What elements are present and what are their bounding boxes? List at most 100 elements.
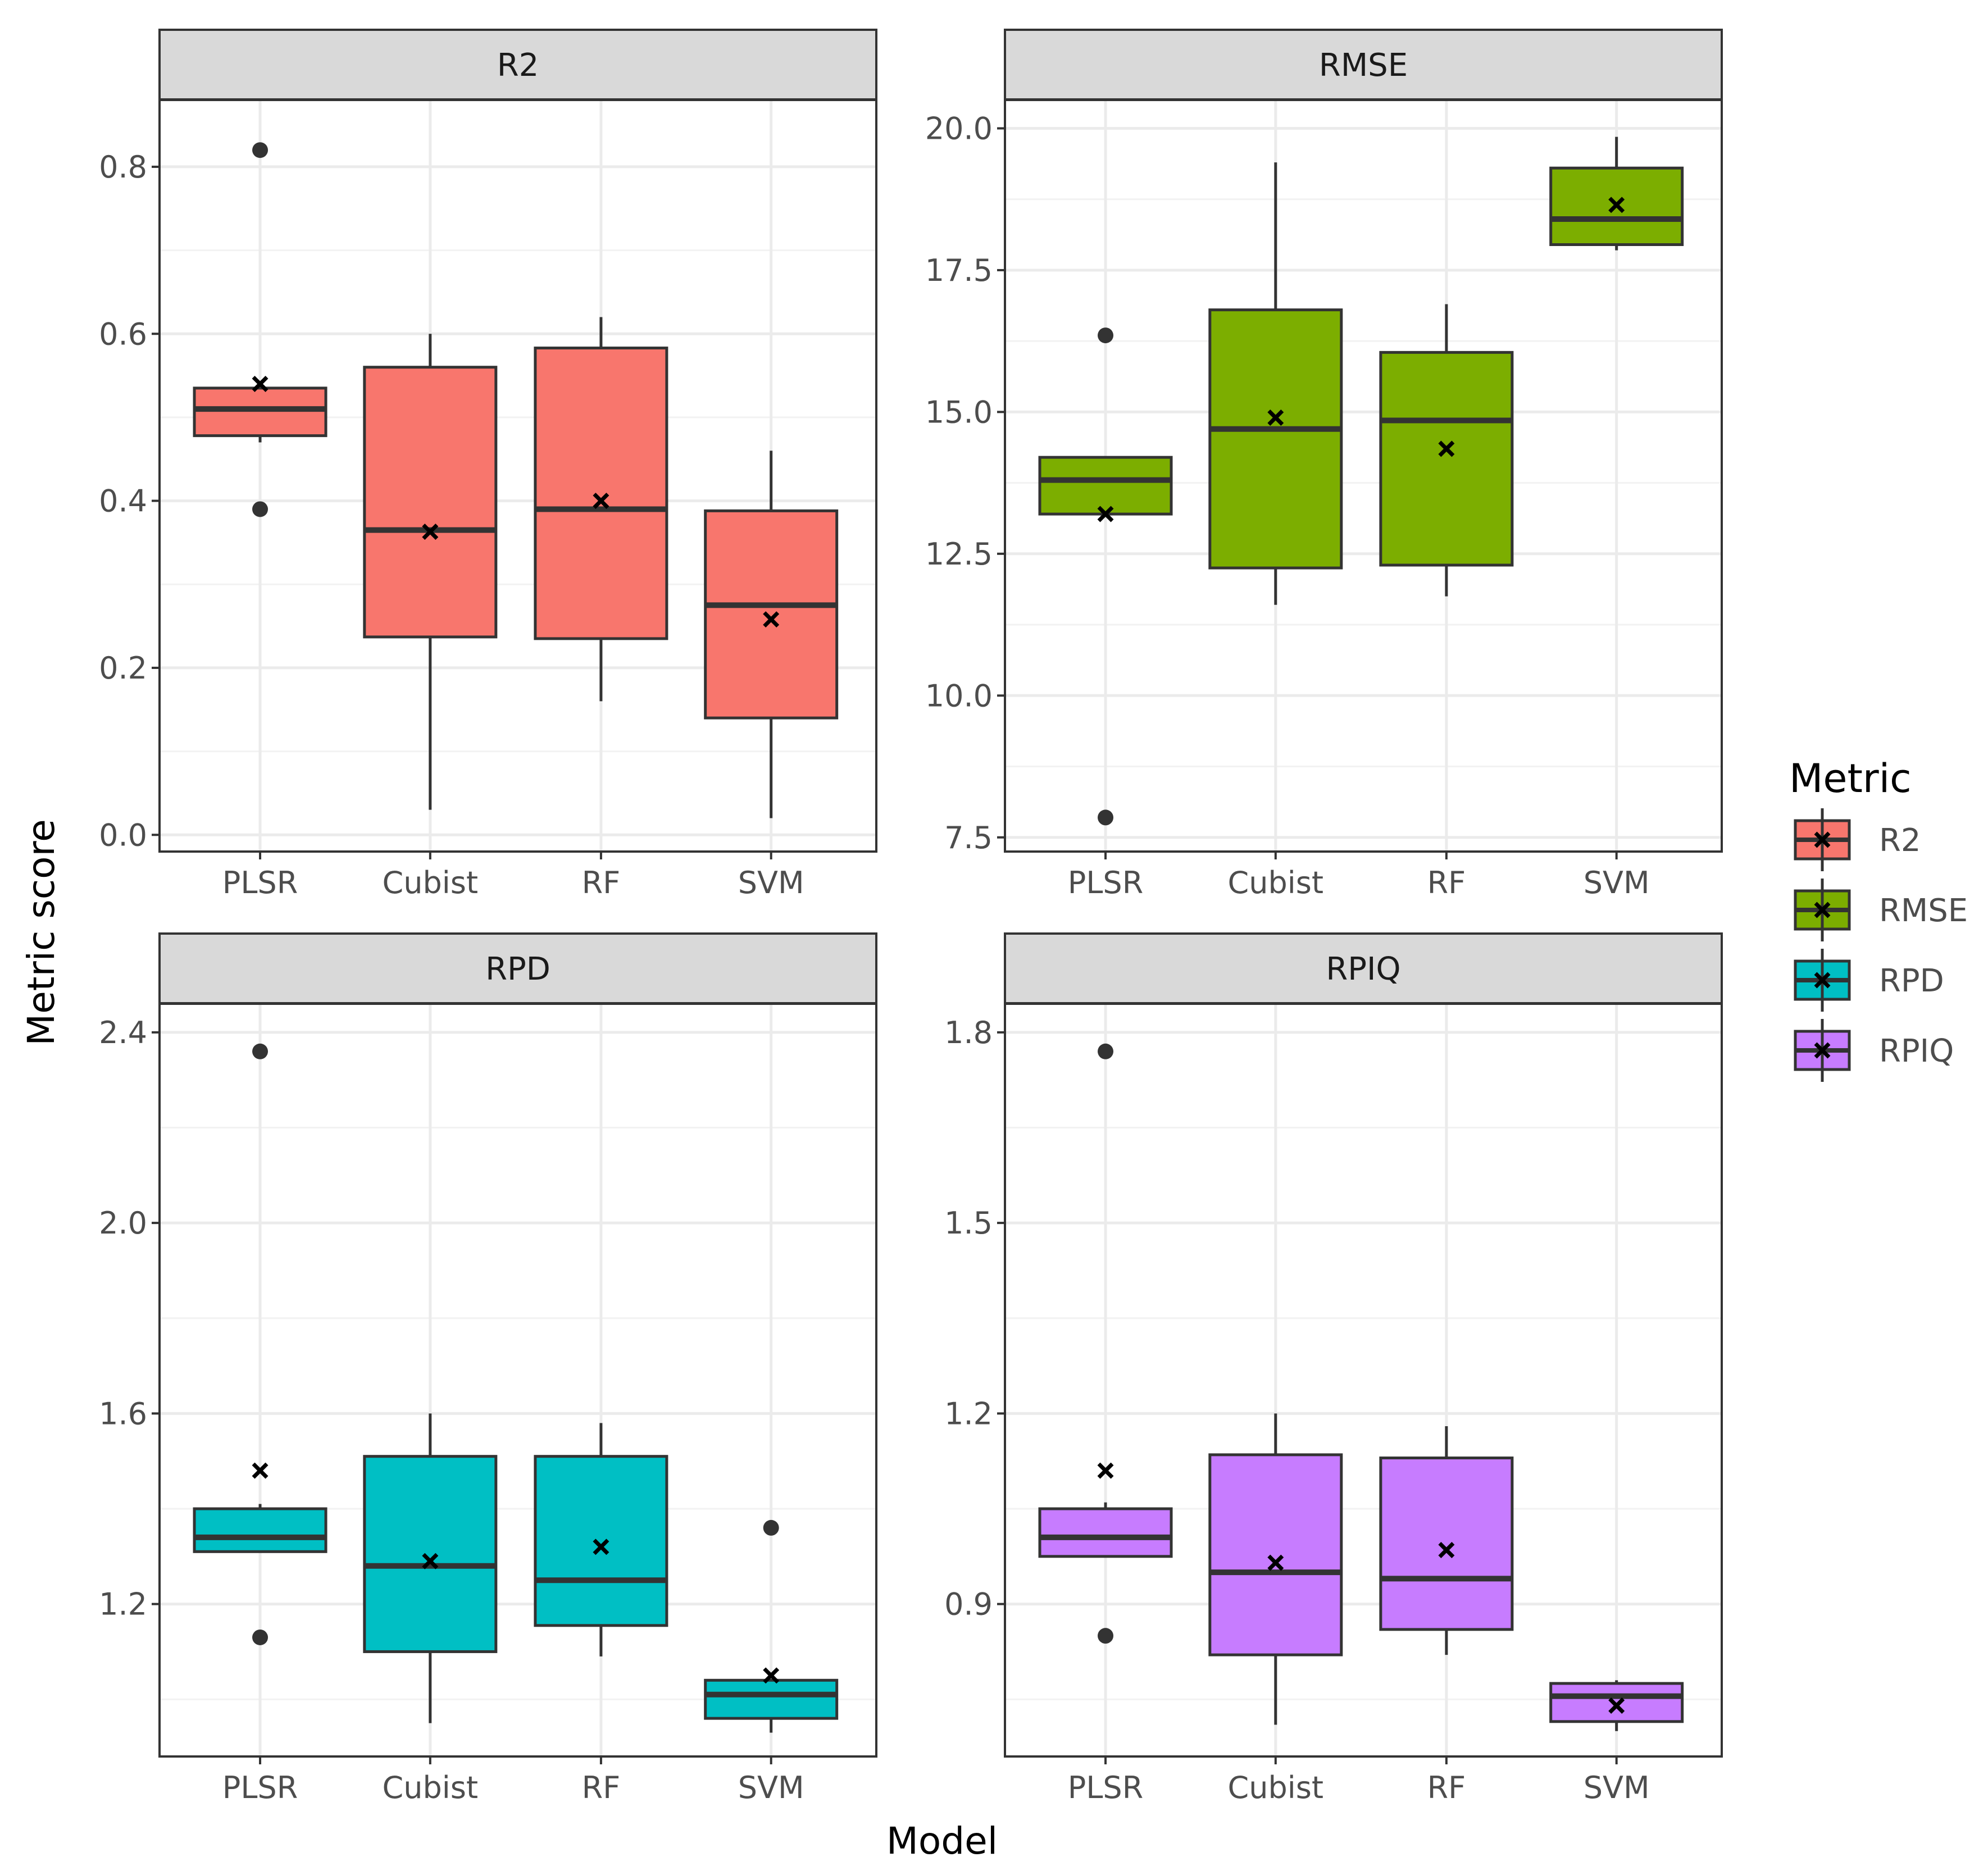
box-rpiq-svm: [1549, 1680, 1684, 1731]
mean-marker: [1097, 1462, 1114, 1479]
legend-key-mean-stroke: [1814, 831, 1831, 848]
x-tick-label-plsr: PLSR: [222, 865, 298, 900]
mean-cross-stroke: [252, 1462, 269, 1479]
outlier-point: [1098, 1628, 1114, 1644]
y-tick-label: 17.5: [925, 253, 993, 288]
mean-marker: [1438, 1542, 1455, 1558]
y-tick-label: 2.4: [99, 1015, 147, 1050]
box-body: [704, 509, 839, 720]
box-body: [1208, 308, 1343, 570]
panel-rmse: 7.5 10.0 12.5 15.0 17.5 20.0 PLSR Cubist RF SVM RM…: [925, 29, 1723, 900]
legend-item-label: RPD: [1879, 963, 1944, 999]
outlier-point: [1098, 809, 1114, 826]
box-rmse-cubist: [1208, 162, 1343, 605]
box-body: [1208, 1453, 1343, 1656]
mean-cross-stroke: [593, 1539, 609, 1555]
legend-item-rmse: RMSE: [1794, 879, 1968, 941]
panel-background: [1005, 1004, 1722, 1756]
mean-cross-stroke: [1608, 1697, 1625, 1714]
y-tick-label: 0.4: [99, 484, 147, 519]
x-tick-label-svm: SVM: [1584, 1770, 1650, 1805]
facet-strip: [1004, 29, 1723, 101]
panel-background: [160, 1004, 876, 1756]
box-r2-cubist: [363, 334, 498, 810]
legend-item-label: R2: [1879, 822, 1921, 859]
mean-cross-stroke: [1267, 1554, 1284, 1571]
box-rmse-rf: [1379, 304, 1514, 597]
x-tick-label-cubist: Cubist: [383, 1770, 479, 1805]
facet-strip-label: R2: [497, 47, 539, 84]
facet-strip: [158, 29, 877, 101]
legend-key-mean-stroke: [1814, 1042, 1831, 1059]
box-body: [1038, 1507, 1173, 1558]
mean-marker: [763, 1667, 780, 1684]
box-body: [363, 1455, 498, 1653]
y-tick-label: 1.5: [944, 1205, 993, 1241]
y-tick-label: 1.6: [99, 1396, 147, 1431]
y-tick-label: 0.2: [99, 650, 147, 686]
mean-marker: [1267, 1554, 1284, 1571]
mean-marker: [1438, 440, 1455, 457]
mean-marker: [422, 524, 439, 540]
facet-strip-label: RPIQ: [1326, 951, 1400, 987]
y-tick-label: 1.8: [944, 1015, 993, 1050]
x-tick-label-rf: RF: [582, 865, 621, 900]
box-body: [1549, 1682, 1684, 1723]
y-tick-label: 0.8: [99, 149, 147, 185]
mean-marker: [763, 611, 780, 628]
box-rpd-svm: [704, 1519, 839, 1733]
x-tick-label-cubist: Cubist: [1228, 865, 1324, 900]
panel-r2: 0.0 0.2 0.4 0.6 0.8 PLSR Cubist RF SVM R2: [99, 29, 877, 900]
y-axis-title: Metric score: [20, 819, 63, 1046]
panel-rpd: 1.2 1.6 2.0 2.4 PLSR Cubist RF SVM RPD: [99, 932, 877, 1805]
mean-cross-stroke: [1438, 440, 1455, 457]
mean-cross-stroke: [763, 611, 780, 628]
mean-cross-stroke: [252, 375, 269, 392]
panel-rpiq: 0.9 1.2 1.5 1.8 PLSR Cubist RF SVM RPIQ: [944, 932, 1723, 1805]
box-body: [193, 386, 327, 438]
mean-marker: [1097, 506, 1114, 522]
y-tick-label: 2.0: [99, 1205, 147, 1241]
x-tick-label-rf: RF: [1427, 865, 1466, 900]
panel-background: [160, 100, 876, 852]
y-tick-label: 20.0: [925, 111, 993, 146]
mean-marker: [252, 1462, 269, 1479]
legend-key-mean-stroke: [1814, 972, 1831, 989]
mean-marker: [1267, 409, 1284, 426]
legend: Metric R2 RMSE RPD RPIQ: [1789, 756, 1968, 1082]
y-tick-label: 1.2: [944, 1396, 993, 1431]
y-tick-label: 0.9: [944, 1587, 993, 1622]
y-tick-label: 0.6: [99, 316, 147, 352]
mean-cross-stroke: [422, 524, 439, 540]
x-tick-label-svm: SVM: [1584, 865, 1650, 900]
x-tick-label-plsr: PLSR: [1068, 865, 1143, 900]
mean-cross-stroke: [1097, 1462, 1114, 1479]
legend-item-rpiq: RPIQ: [1794, 1019, 1954, 1082]
box-rpd-plsr: [193, 1043, 327, 1645]
mean-marker: [593, 493, 609, 509]
box-body: [363, 366, 498, 639]
mean-marker: [1608, 1697, 1625, 1714]
x-tick-label-svm: SVM: [738, 865, 804, 900]
legend-title: Metric: [1789, 756, 1912, 802]
mean-marker: [252, 375, 269, 392]
box-body: [1038, 456, 1173, 516]
x-tick-label-cubist: Cubist: [1228, 1770, 1324, 1805]
box-body: [193, 1507, 327, 1553]
x-tick-label-svm: SVM: [738, 1770, 804, 1805]
outlier-point: [252, 142, 269, 158]
box-rpd-cubist: [363, 1413, 498, 1723]
mean-cross-stroke: [1097, 506, 1114, 522]
box-rmse-plsr: [1038, 327, 1173, 826]
outlier-point: [252, 501, 269, 517]
x-tick-label-rf: RF: [582, 1770, 621, 1805]
box-r2-plsr: [193, 142, 327, 517]
outlier-point: [1098, 327, 1114, 344]
y-tick-label: 7.5: [944, 820, 993, 855]
legend-item-label: RMSE: [1879, 893, 1968, 929]
facet-strip: [158, 932, 877, 1004]
legend-item-rpd: RPD: [1794, 949, 1944, 1012]
x-tick-label-plsr: PLSR: [222, 1770, 298, 1805]
mean-cross-stroke: [422, 1553, 439, 1569]
